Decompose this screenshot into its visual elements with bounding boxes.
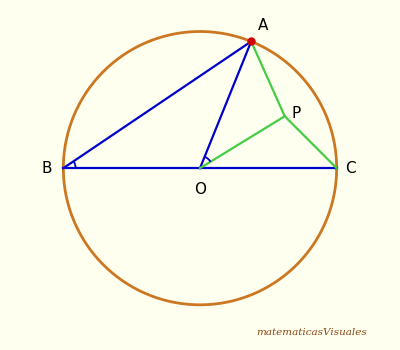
Text: O: O <box>194 182 206 197</box>
Text: A: A <box>258 18 268 33</box>
Text: matematicasVisuales: matematicasVisuales <box>256 328 367 337</box>
Text: B: B <box>42 161 52 176</box>
Text: P: P <box>292 106 301 121</box>
Text: C: C <box>345 161 356 176</box>
